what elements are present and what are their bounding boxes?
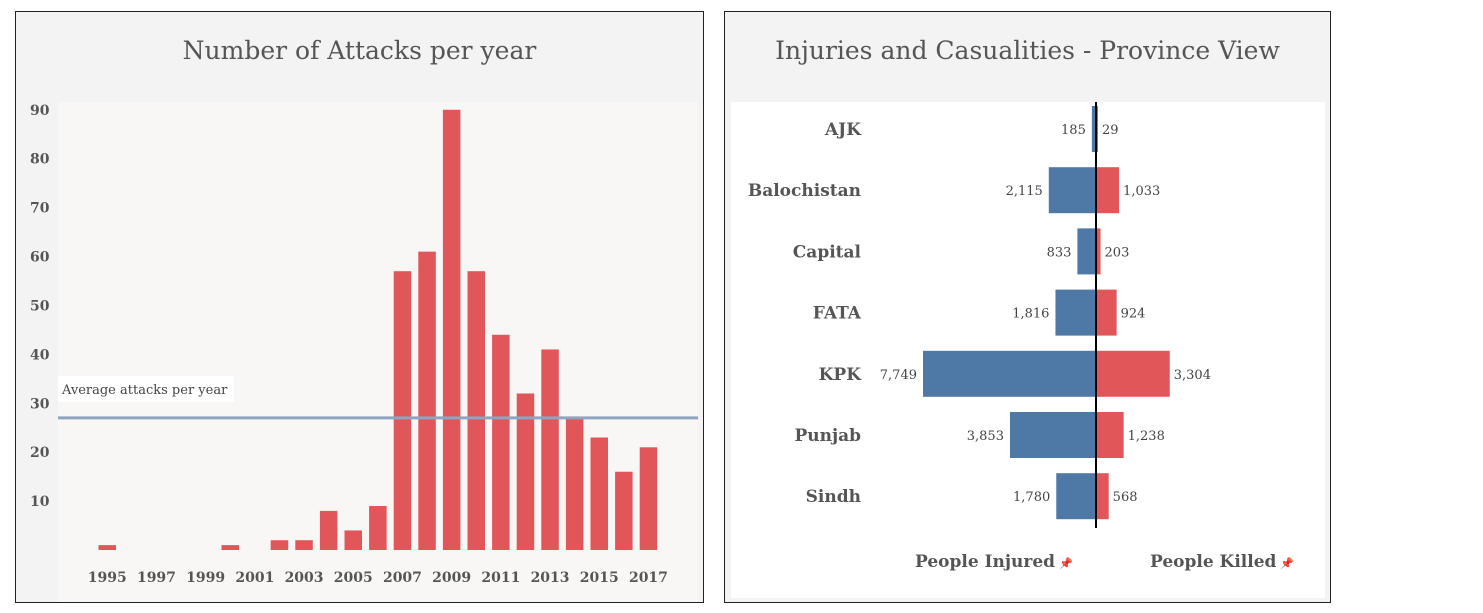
bar-2017 (639, 447, 658, 550)
injured-bar-Capital (1077, 228, 1096, 275)
y-tick-label: 80 (30, 152, 50, 168)
province-label: Sindh (806, 487, 861, 507)
injured-bar-AJK (1091, 106, 1096, 152)
injured-value-label: 185 (1061, 123, 1086, 138)
x-tick-label: 1997 (137, 570, 176, 586)
x-tick-label: 1999 (186, 570, 225, 586)
bar-2012 (516, 393, 535, 550)
province-view-panel: Injuries and Casualities - Province View… (724, 11, 1331, 603)
province-label: Capital (793, 242, 862, 262)
y-tick-label: 50 (30, 298, 50, 314)
injured-value-label: 3,853 (967, 429, 1004, 444)
y-tick-label: 10 (30, 494, 50, 510)
killed-bar-Punjab (1096, 412, 1124, 458)
attacks-per-year-panel: Number of Attacks per year 10 20 30 40 50 60 7… (15, 11, 704, 603)
y-tick-label: 30 (30, 396, 50, 412)
x-tick-label: 2007 (383, 570, 422, 586)
killed-value-label: 1,033 (1123, 184, 1160, 199)
province-label: KPK (819, 365, 863, 385)
province-plot-area[interactable] (731, 102, 1325, 598)
bar-2002 (270, 540, 289, 550)
legend-injured-label: People Injured (915, 552, 1056, 572)
x-tick-label: 2015 (580, 570, 619, 586)
bar-1995 (98, 545, 116, 550)
province-label: Punjab (794, 426, 861, 446)
y-tick-label: 40 (30, 347, 50, 363)
bar-2006 (369, 505, 387, 550)
pin-icon[interactable]: 📌 (1059, 557, 1073, 570)
injured-bar-KPK (923, 350, 1096, 397)
pin-icon[interactable]: 📌 (1280, 557, 1295, 570)
x-tick-label: 2013 (531, 570, 570, 586)
province-label: AJK (824, 120, 862, 140)
x-tick-label: 2017 (629, 570, 668, 586)
legend-injured[interactable]: People Injured 📌 (915, 552, 1073, 572)
killed-bar-Sindh (1096, 473, 1109, 520)
bar-2010 (467, 271, 485, 550)
killed-value-label: 3,304 (1174, 368, 1211, 383)
bar-2003 (295, 540, 313, 550)
bar-2008 (418, 251, 436, 550)
province-chart-title: Injuries and Casualities - Province View (775, 36, 1280, 65)
province-label: FATA (813, 304, 862, 324)
injured-bar-Sindh (1056, 473, 1096, 520)
x-tick-label: 2001 (235, 570, 274, 586)
injured-value-label: 1,780 (1013, 490, 1050, 505)
bar-2015 (590, 437, 608, 550)
bar-2009 (442, 109, 461, 551)
y-tick-label: 20 (30, 445, 50, 461)
x-tick-label: 2009 (432, 570, 471, 586)
injured-bar-FATA (1055, 289, 1096, 336)
killed-bar-KPK (1096, 350, 1170, 397)
bar-2014 (565, 417, 584, 550)
province-label: Balochistan (748, 181, 861, 201)
bar-2013 (541, 349, 559, 550)
killed-value-label: 568 (1113, 490, 1138, 505)
killed-value-label: 29 (1102, 123, 1119, 138)
injured-value-label: 1,816 (1012, 307, 1049, 322)
bar-2016 (615, 471, 633, 550)
injured-bar-Balochistan (1048, 167, 1096, 214)
y-tick-label: 70 (30, 201, 50, 217)
injured-value-label: 2,115 (1006, 184, 1043, 199)
injured-bar-Punjab (1009, 412, 1096, 458)
x-tick-label: 2003 (285, 570, 324, 586)
legend-killed-label: People Killed (1150, 552, 1277, 572)
bar-2004 (319, 510, 338, 550)
y-tick-label: 60 (30, 250, 50, 266)
bar-2007 (393, 271, 412, 550)
killed-bar-Balochistan (1096, 167, 1120, 214)
y-tick-label: 90 (30, 103, 50, 119)
killed-value-label: 924 (1121, 307, 1146, 322)
average-label-bg (58, 375, 234, 402)
injured-value-label: 833 (1047, 245, 1072, 260)
attacks-bar-chart[interactable]: 10 20 30 40 50 60 70 80 90 1995 1997 1999 2001 2003 20… (16, 12, 705, 604)
killed-bar-Capital (1096, 228, 1101, 275)
x-tick-label: 2011 (481, 570, 520, 586)
injured-value-label: 7,749 (880, 368, 917, 383)
average-label: Average attacks per year (61, 383, 228, 398)
killed-bar-FATA (1096, 289, 1117, 336)
bar-2005 (344, 530, 362, 550)
killed-value-label: 1,238 (1128, 429, 1165, 444)
legend-killed[interactable]: People Killed 📌 (1150, 552, 1294, 572)
x-tick-label: 1995 (88, 570, 127, 586)
attacks-chart-title: Number of Attacks per year (182, 36, 537, 65)
bar-2000 (221, 545, 239, 550)
killed-value-label: 203 (1105, 245, 1130, 260)
bar-2011 (492, 334, 510, 550)
x-tick-label: 2005 (334, 570, 373, 586)
province-diverging-chart[interactable]: AJK 185 29 Balochistan 2,115 1,033 Capital 833 2… (725, 12, 1332, 604)
